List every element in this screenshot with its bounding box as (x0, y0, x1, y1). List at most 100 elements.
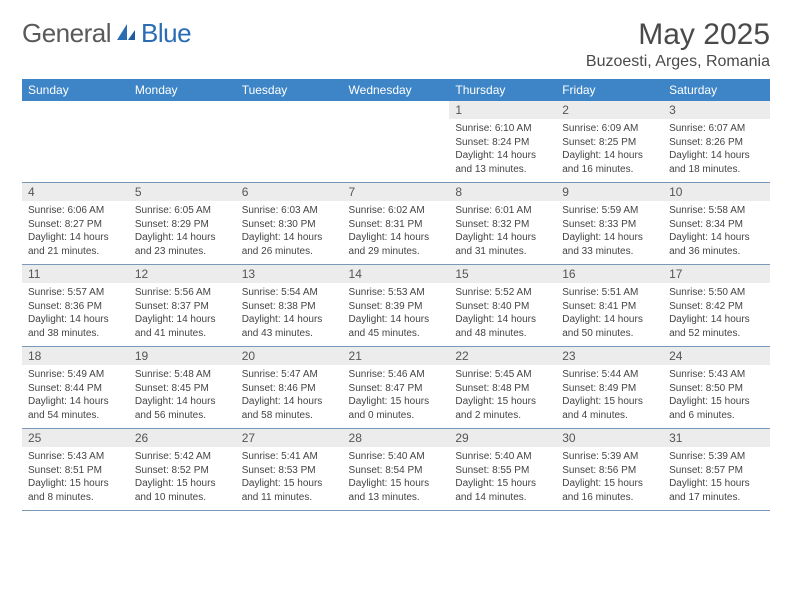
day-detail-line: Sunrise: 6:05 AM (135, 204, 230, 218)
day-detail-line: Daylight: 15 hours (349, 395, 444, 409)
day-detail-line: and 16 minutes. (562, 163, 657, 177)
day-details: Sunrise: 5:51 AMSunset: 8:41 PMDaylight:… (556, 283, 663, 346)
day-detail-line: and 8 minutes. (28, 491, 123, 505)
day-cell (129, 101, 236, 183)
day-detail-line: and 2 minutes. (455, 409, 550, 423)
day-cell: 28Sunrise: 5:40 AMSunset: 8:54 PMDayligh… (343, 429, 450, 511)
day-cell: 10Sunrise: 5:58 AMSunset: 8:34 PMDayligh… (663, 183, 770, 265)
day-number: 17 (663, 265, 770, 283)
day-detail-line: Sunset: 8:47 PM (349, 382, 444, 396)
day-cell: 24Sunrise: 5:43 AMSunset: 8:50 PMDayligh… (663, 347, 770, 429)
day-detail-line: Sunrise: 5:54 AM (242, 286, 337, 300)
day-detail-line: Sunset: 8:49 PM (562, 382, 657, 396)
day-details (22, 105, 129, 163)
day-detail-line: and 16 minutes. (562, 491, 657, 505)
days-of-week-row: Sunday Monday Tuesday Wednesday Thursday… (22, 79, 770, 101)
month-title: May 2025 (586, 18, 770, 51)
day-detail-line: Sunrise: 5:42 AM (135, 450, 230, 464)
day-cell: 4Sunrise: 6:06 AMSunset: 8:27 PMDaylight… (22, 183, 129, 265)
day-details: Sunrise: 6:09 AMSunset: 8:25 PMDaylight:… (556, 119, 663, 182)
brand-logo: General Blue (22, 18, 191, 49)
day-number: 29 (449, 429, 556, 447)
day-detail-line: and 50 minutes. (562, 327, 657, 341)
day-details: Sunrise: 5:41 AMSunset: 8:53 PMDaylight:… (236, 447, 343, 510)
day-detail-line: Sunset: 8:27 PM (28, 218, 123, 232)
week-row: 4Sunrise: 6:06 AMSunset: 8:27 PMDaylight… (22, 183, 770, 265)
day-detail-line: Sunrise: 5:48 AM (135, 368, 230, 382)
day-detail-line: Sunset: 8:48 PM (455, 382, 550, 396)
day-number: 23 (556, 347, 663, 365)
day-detail-line: Daylight: 15 hours (135, 477, 230, 491)
day-details: Sunrise: 5:53 AMSunset: 8:39 PMDaylight:… (343, 283, 450, 346)
day-detail-line: Sunset: 8:31 PM (349, 218, 444, 232)
day-detail-line: Sunrise: 6:02 AM (349, 204, 444, 218)
day-detail-line: Daylight: 15 hours (669, 477, 764, 491)
day-detail-line: Sunset: 8:53 PM (242, 464, 337, 478)
day-details: Sunrise: 5:46 AMSunset: 8:47 PMDaylight:… (343, 365, 450, 428)
day-number: 25 (22, 429, 129, 447)
day-detail-line: Daylight: 14 hours (135, 313, 230, 327)
calendar-table: Sunday Monday Tuesday Wednesday Thursday… (22, 79, 770, 511)
day-detail-line: and 48 minutes. (455, 327, 550, 341)
day-details (236, 105, 343, 163)
day-detail-line: Daylight: 14 hours (455, 231, 550, 245)
day-detail-line: Daylight: 14 hours (28, 313, 123, 327)
day-detail-line: Sunset: 8:29 PM (135, 218, 230, 232)
week-row: 18Sunrise: 5:49 AMSunset: 8:44 PMDayligh… (22, 347, 770, 429)
day-detail-line: and 36 minutes. (669, 245, 764, 259)
day-details: Sunrise: 5:39 AMSunset: 8:57 PMDaylight:… (663, 447, 770, 510)
week-row: 1Sunrise: 6:10 AMSunset: 8:24 PMDaylight… (22, 101, 770, 183)
day-number: 9 (556, 183, 663, 201)
day-number: 21 (343, 347, 450, 365)
dow-monday: Monday (129, 79, 236, 101)
day-details: Sunrise: 5:49 AMSunset: 8:44 PMDaylight:… (22, 365, 129, 428)
day-detail-line: and 56 minutes. (135, 409, 230, 423)
day-detail-line: and 17 minutes. (669, 491, 764, 505)
day-detail-line: Sunrise: 6:10 AM (455, 122, 550, 136)
day-detail-line: Sunrise: 5:43 AM (28, 450, 123, 464)
day-details: Sunrise: 5:40 AMSunset: 8:54 PMDaylight:… (343, 447, 450, 510)
day-detail-line: Sunset: 8:56 PM (562, 464, 657, 478)
day-detail-line: Sunset: 8:57 PM (669, 464, 764, 478)
day-details (343, 105, 450, 163)
day-detail-line: Sunset: 8:42 PM (669, 300, 764, 314)
day-detail-line: Daylight: 14 hours (28, 231, 123, 245)
logo-text-blue: Blue (141, 18, 191, 49)
day-details: Sunrise: 6:05 AMSunset: 8:29 PMDaylight:… (129, 201, 236, 264)
day-details: Sunrise: 5:48 AMSunset: 8:45 PMDaylight:… (129, 365, 236, 428)
day-cell: 9Sunrise: 5:59 AMSunset: 8:33 PMDaylight… (556, 183, 663, 265)
day-cell: 17Sunrise: 5:50 AMSunset: 8:42 PMDayligh… (663, 265, 770, 347)
day-number: 6 (236, 183, 343, 201)
day-cell: 23Sunrise: 5:44 AMSunset: 8:49 PMDayligh… (556, 347, 663, 429)
day-detail-line: and 29 minutes. (349, 245, 444, 259)
day-detail-line: Sunrise: 5:40 AM (349, 450, 444, 464)
day-detail-line: and 33 minutes. (562, 245, 657, 259)
day-detail-line: Sunrise: 5:44 AM (562, 368, 657, 382)
day-cell: 12Sunrise: 5:56 AMSunset: 8:37 PMDayligh… (129, 265, 236, 347)
day-number: 7 (343, 183, 450, 201)
day-detail-line: and 0 minutes. (349, 409, 444, 423)
day-detail-line: Daylight: 14 hours (669, 231, 764, 245)
day-detail-line: Sunrise: 5:43 AM (669, 368, 764, 382)
day-cell: 18Sunrise: 5:49 AMSunset: 8:44 PMDayligh… (22, 347, 129, 429)
day-detail-line: Daylight: 15 hours (669, 395, 764, 409)
day-cell: 16Sunrise: 5:51 AMSunset: 8:41 PMDayligh… (556, 265, 663, 347)
day-detail-line: Daylight: 14 hours (135, 395, 230, 409)
day-detail-line: Daylight: 14 hours (349, 313, 444, 327)
day-cell: 5Sunrise: 6:05 AMSunset: 8:29 PMDaylight… (129, 183, 236, 265)
day-cell: 7Sunrise: 6:02 AMSunset: 8:31 PMDaylight… (343, 183, 450, 265)
dow-saturday: Saturday (663, 79, 770, 101)
day-detail-line: Sunrise: 5:58 AM (669, 204, 764, 218)
day-detail-line: Sunrise: 6:07 AM (669, 122, 764, 136)
day-detail-line: Sunset: 8:33 PM (562, 218, 657, 232)
day-number: 16 (556, 265, 663, 283)
day-detail-line: and 4 minutes. (562, 409, 657, 423)
day-cell: 15Sunrise: 5:52 AMSunset: 8:40 PMDayligh… (449, 265, 556, 347)
day-detail-line: Sunrise: 5:56 AM (135, 286, 230, 300)
day-details: Sunrise: 5:58 AMSunset: 8:34 PMDaylight:… (663, 201, 770, 264)
day-detail-line: Sunset: 8:50 PM (669, 382, 764, 396)
day-detail-line: Sunset: 8:40 PM (455, 300, 550, 314)
day-detail-line: and 52 minutes. (669, 327, 764, 341)
day-detail-line: Daylight: 15 hours (28, 477, 123, 491)
day-number: 14 (343, 265, 450, 283)
